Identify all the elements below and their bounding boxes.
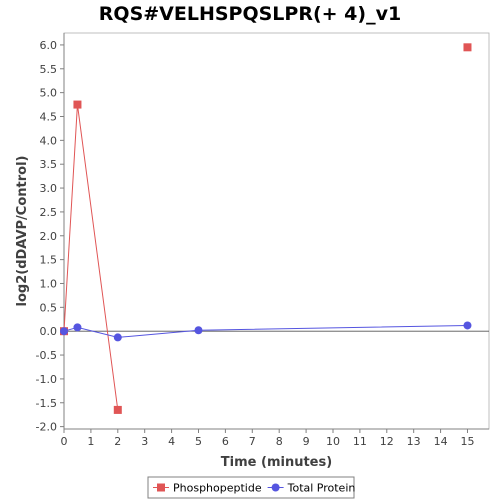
legend: Phosphopeptide Total Protein (147, 476, 356, 499)
y-tick-label: 5.0 (40, 87, 58, 100)
x-tick-label: 7 (249, 435, 256, 448)
data-point (73, 100, 82, 109)
y-tick-label: -1.5 (36, 397, 57, 410)
x-tick-label: 13 (407, 435, 421, 448)
chart-title: RQS#VELHSPQSLPR(+ 4)_v1 (98, 3, 402, 25)
x-tick-label: 9 (303, 435, 310, 448)
y-tick-label: 1.5 (40, 254, 58, 267)
x-tick-label: 1 (87, 435, 94, 448)
x-tick-label: 8 (276, 435, 283, 448)
legend-label: Phosphopeptide (173, 482, 262, 495)
x-tick-label: 5 (195, 435, 202, 448)
data-point (463, 43, 472, 52)
y-tick-label: -1.0 (36, 373, 57, 386)
series-total-protein (60, 321, 472, 342)
y-tick-label: 0.5 (40, 301, 58, 314)
y-tick-label: 6.0 (40, 39, 58, 52)
y-tick-label: -0.5 (36, 349, 57, 362)
y-tick-label: 2.5 (40, 206, 58, 219)
x-tick-label: 6 (222, 435, 229, 448)
y-tick-label: 5.5 (40, 63, 58, 76)
y-tick-label: 0.0 (40, 325, 58, 338)
plot-background (63, 32, 490, 430)
y-axis-label: log2(dDAVP/Control) (15, 156, 30, 307)
x-tick-label: 14 (434, 435, 448, 448)
data-point (463, 321, 472, 330)
legend-box (147, 476, 355, 499)
legend-marker (157, 483, 165, 492)
legend-item: Phosphopeptide (153, 482, 262, 495)
x-tick-label: 12 (380, 435, 394, 448)
x-tick-label: 2 (114, 435, 121, 448)
y-tick-label: 3.5 (40, 158, 58, 171)
data-point (194, 326, 203, 335)
x-axis-label: Time (minutes) (221, 455, 332, 470)
y-tick-label: -2.0 (36, 421, 57, 434)
x-tick-label: 10 (326, 435, 340, 448)
x-tick-label: 11 (353, 435, 367, 448)
x-axis: 0 1 2 3 4 5 6 7 8 9 10 11 12 13 14 15 (61, 428, 489, 448)
y-tick-label: 4.5 (40, 110, 58, 123)
x-tick-label: 15 (460, 435, 474, 448)
x-tick-label: 0 (61, 435, 68, 448)
x-tick-label: 3 (141, 435, 148, 448)
data-point (60, 327, 68, 336)
x-tick-label: 4 (168, 435, 175, 448)
y-tick-label: 4.0 (40, 134, 58, 147)
legend-item: Total Protein (267, 482, 356, 495)
legend-label: Total Protein (287, 482, 356, 495)
data-point (113, 405, 122, 414)
data-point (73, 323, 82, 332)
y-tick-label: 1.0 (40, 277, 58, 290)
series-layer (60, 43, 472, 414)
y-tick-label: 3.0 (40, 182, 58, 195)
plot-area (63, 32, 490, 430)
data-point (113, 333, 122, 342)
y-tick-label: 2.0 (40, 230, 58, 243)
legend-marker (271, 483, 280, 492)
y-axis: -2.0 -1.5 -1.0 -0.5 0.0 0.5 1.0 1.5 2.0 2.5 3.0 3.5… (36, 33, 65, 434)
